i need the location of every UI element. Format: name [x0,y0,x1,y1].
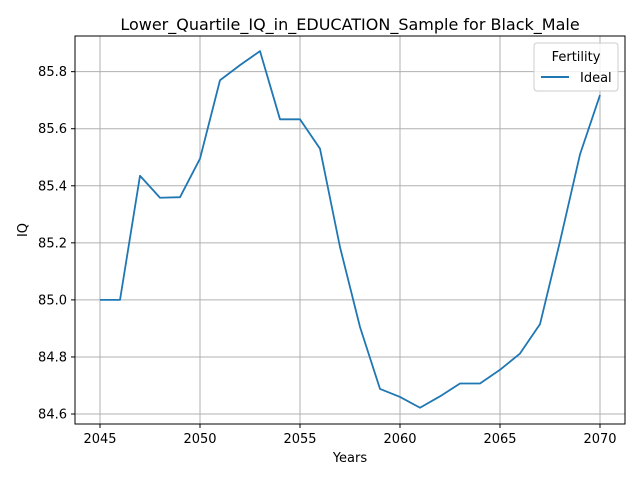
series-line-ideal [100,50,601,409]
chart-title: Lower_Quartile_IQ_in_EDUCATION_Sample fo… [120,15,579,35]
x-axis: 2045 2050 2055 2060 2065 2070 [83,424,617,447]
series-layer [99,50,601,409]
x-tick-label: 2050 [183,432,216,447]
y-tick-label: 85.4 [38,179,67,194]
y-tick-label: 85.2 [38,236,67,251]
legend-label-ideal: Ideal [580,71,612,86]
y-tick-label: 85.8 [38,65,67,80]
x-tick-label: 2045 [83,432,116,447]
x-tick-label: 2065 [483,432,516,447]
y-tick-label: 84.6 [38,408,67,423]
legend: Fertility Ideal [533,42,619,92]
x-tick-label: 2070 [583,432,616,447]
y-tick-label: 85.0 [38,293,67,308]
x-axis-label: Years [332,451,368,466]
plot-frame [74,35,626,425]
y-axis: 84.6 84.8 85.0 85.2 85.4 85.6 85.8 [38,65,75,423]
legend-box [533,42,619,92]
y-tick-label: 84.8 [38,350,67,365]
x-tick-label: 2060 [383,432,416,447]
y-axis-label: IQ [16,223,31,237]
y-tick-label: 85.6 [38,122,67,137]
grid [75,36,625,424]
legend-title: Fertility [552,50,601,65]
x-tick-label: 2055 [283,432,316,447]
